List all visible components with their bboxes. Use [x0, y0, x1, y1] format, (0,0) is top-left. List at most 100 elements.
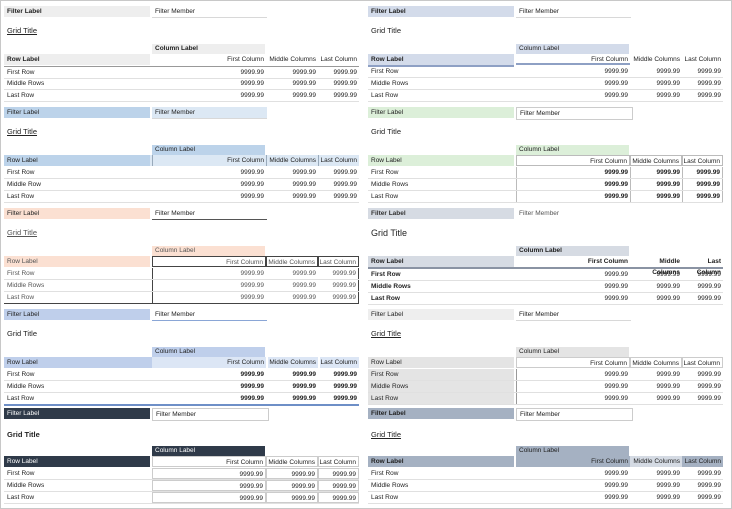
cell-value: 9999.99 — [697, 80, 722, 87]
cell-value: 9999.99 — [152, 280, 266, 291]
row-label: Row Label — [368, 155, 514, 166]
row-name: Middle Rows — [371, 482, 409, 489]
filter-member[interactable]: Filter Member — [516, 408, 633, 421]
filter-member[interactable]: Filter Member — [152, 309, 267, 321]
cell-value: 9999.99 — [152, 292, 266, 303]
filter-member[interactable]: Filter Member — [152, 208, 267, 220]
cell-value: 9999.99 — [516, 167, 630, 178]
cell-value: 9999.99 — [333, 371, 358, 378]
cell-value: 9999.99 — [292, 371, 317, 378]
middle-columns-header: Middle Columns — [630, 155, 682, 166]
filter-label[interactable]: Filter Label — [4, 309, 150, 320]
cell-value: 9999.99 — [656, 371, 681, 378]
grid-title: Grid Title — [371, 26, 402, 35]
style-panel-1[interactable]: Filter Label Filter Member Grid Title Co… — [4, 6, 359, 106]
last-column-header: Last Column — [682, 357, 723, 368]
filter-label[interactable]: Filter Label — [368, 309, 514, 320]
row-name: Middle Rows — [7, 383, 45, 390]
cell-value: 9999.99 — [656, 494, 681, 501]
cell-value: 9999.99 — [630, 191, 682, 202]
cell-value: 9999.99 — [604, 271, 629, 278]
filter-member[interactable]: Filter Member — [516, 107, 633, 120]
filter-member[interactable]: Filter Member — [516, 6, 631, 18]
middle-columns-header: Middle Columns — [266, 256, 318, 267]
header-row: Row Label First Column Middle Columns La… — [368, 155, 723, 166]
row-name: Middle Rows — [7, 482, 45, 489]
cell-value: 9999.99 — [697, 482, 722, 489]
row-name: First Row — [7, 371, 35, 378]
style-panel-5[interactable]: Filter Label Filter Member Grid Title Co… — [4, 208, 359, 308]
filter-member[interactable]: Filter Member — [152, 408, 269, 421]
filter-label[interactable]: Filter Label — [4, 107, 150, 118]
cell-value: 9999.99 — [604, 80, 629, 87]
cell-value: 9999.99 — [333, 395, 358, 402]
filter-label[interactable]: Filter Label — [368, 107, 514, 118]
cell-value: 9999.99 — [682, 191, 723, 202]
table-row: First Row 9999.99 9999.99 9999.99 — [4, 66, 359, 79]
row-name: Middle Rows — [7, 80, 45, 87]
filter-label[interactable]: Filter Label — [4, 6, 150, 17]
filter-label[interactable]: Filter Label — [4, 408, 150, 419]
first-column-header: First Column — [516, 357, 630, 368]
filter-member[interactable]: Filter Member — [519, 210, 560, 217]
middle-columns-header: Middle Columns — [652, 258, 680, 276]
style-panel-8[interactable]: Filter Label Filter Member Grid Title Co… — [368, 309, 723, 409]
cell-value: 9999.99 — [318, 292, 359, 303]
row-name: Middle Rows — [371, 80, 409, 87]
table-row: First Row 9999.99 9999.99 9999.99 — [4, 268, 359, 280]
row-name: Last Row — [7, 92, 35, 99]
row-name: Middle Rows — [7, 282, 45, 289]
style-panel-9[interactable]: Filter Label Filter Member Grid Title Co… — [4, 408, 359, 508]
cell-value: 9999.99 — [292, 193, 317, 200]
filter-member[interactable]: Filter Member — [152, 107, 267, 119]
row-name: Last Row — [7, 294, 35, 301]
cell-value: 9999.99 — [240, 169, 265, 176]
table-row: First Row 9999.99 9999.99 9999.99 — [368, 369, 723, 381]
style-panel-6[interactable]: Filter Label Filter Member Grid Title Co… — [368, 208, 723, 308]
column-label: Column Label — [152, 347, 265, 357]
table-row: First Row 9999.99 9999.99 9999.99 — [368, 269, 723, 281]
row-name: Middle Rows — [371, 181, 409, 188]
cell-value: 9999.99 — [516, 393, 630, 404]
cell-value: 9999.99 — [697, 470, 722, 477]
cell-value: 9999.99 — [604, 470, 629, 477]
cell-value: 9999.99 — [240, 383, 265, 390]
filter-label[interactable]: Filter Label — [4, 208, 150, 219]
cell-value: 9999.99 — [697, 92, 722, 99]
cell-value: 9999.99 — [697, 283, 722, 290]
last-column-header: Last Column — [682, 456, 723, 467]
filter-member[interactable]: Filter Member — [516, 309, 631, 321]
cell-value: 9999.99 — [656, 92, 681, 99]
middle-columns-header: Middle Columns — [269, 56, 316, 63]
style-panel-10[interactable]: Filter Label Filter Member Grid Title Co… — [368, 408, 723, 508]
table-row: First Row 9999.99 9999.99 9999.99 — [368, 468, 723, 480]
cell-value: 9999.99 — [604, 283, 629, 290]
table-row: Last Row 9999.99 9999.99 9999.99 — [4, 90, 359, 102]
filter-label[interactable]: Filter Label — [368, 208, 514, 219]
style-panel-3[interactable]: Filter Label Filter Member Grid Title Co… — [4, 107, 359, 207]
middle-columns-header: Middle Columns — [630, 456, 682, 467]
cell-value: 9999.99 — [656, 80, 681, 87]
row-name: Middle Row — [7, 181, 41, 188]
cell-value: 9999.99 — [604, 92, 629, 99]
table-row: Last Row 9999.99 9999.99 9999.99 — [368, 293, 723, 305]
filter-label[interactable]: Filter Label — [368, 6, 514, 17]
middle-columns-header: Middle Columns — [266, 155, 318, 166]
cell-value: 9999.99 — [292, 181, 317, 188]
cell-value: 9999.99 — [292, 294, 317, 301]
cell-value: 9999.99 — [152, 268, 266, 279]
cell-value: 9999.99 — [697, 271, 722, 278]
style-panel-4[interactable]: Filter Label Filter Member Grid Title Co… — [368, 107, 723, 207]
filter-member[interactable]: Filter Member — [152, 6, 267, 18]
cell-value: 9999.99 — [682, 167, 723, 178]
row-label: Row Label — [368, 256, 514, 267]
grid-title: Grid Title — [7, 430, 40, 439]
cell-value: 9999.99 — [318, 468, 359, 479]
style-panel-7[interactable]: Filter Label Filter Member Grid Title Co… — [4, 309, 359, 409]
cell-value: 9999.99 — [240, 80, 265, 87]
row-name: Middle Rows — [371, 283, 411, 290]
style-panel-2[interactable]: Filter Label Filter Member Grid Title Co… — [368, 6, 723, 106]
filter-label[interactable]: Filter Label — [368, 408, 514, 419]
header-row: Row Label First Column Middle Columns La… — [4, 54, 359, 65]
row-name: First Row — [371, 470, 399, 477]
